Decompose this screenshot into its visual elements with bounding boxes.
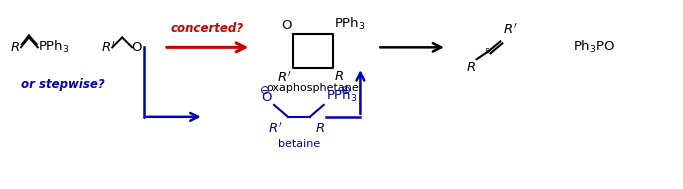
Text: O: O: [262, 91, 272, 104]
Text: $\it{R}$: $\it{R}$: [466, 61, 475, 74]
Text: $\ominus$: $\ominus$: [259, 84, 270, 97]
Text: $\it{R}$: $\it{R}$: [333, 70, 344, 83]
Text: PPh$_3$: PPh$_3$: [326, 88, 357, 104]
Text: or stepwise?: or stepwise?: [20, 77, 104, 91]
Text: oxaphosphetane: oxaphosphetane: [266, 83, 359, 93]
Text: PPh$_3$: PPh$_3$: [333, 16, 365, 33]
Text: betaine: betaine: [278, 139, 320, 149]
Text: $\oplus$: $\oplus$: [340, 84, 351, 97]
Text: concerted?: concerted?: [171, 22, 244, 36]
Text: $\it{R}'$: $\it{R}'$: [268, 122, 283, 136]
Text: $\it{R}$: $\it{R}$: [10, 41, 20, 54]
Text: $\it{R}'$: $\it{R}'$: [503, 23, 518, 37]
Text: O: O: [281, 19, 292, 33]
Text: $\it{R}'$: $\it{R}'$: [101, 40, 116, 55]
Text: $\it{s}$: $\it{s}$: [484, 46, 490, 55]
Text: PPh$_3$: PPh$_3$: [38, 39, 70, 55]
Text: O: O: [131, 41, 141, 54]
Text: Ph$_3$PO: Ph$_3$PO: [573, 39, 615, 55]
Text: $\it{R}$: $\it{R}$: [315, 122, 324, 135]
Text: $\it{R}'$: $\it{R}'$: [277, 70, 292, 85]
